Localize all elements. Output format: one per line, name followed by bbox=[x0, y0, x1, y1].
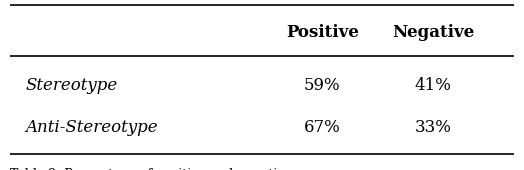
Text: 33%: 33% bbox=[414, 119, 452, 136]
Text: 67%: 67% bbox=[304, 119, 341, 136]
Text: 59%: 59% bbox=[304, 76, 341, 94]
Text: Stereotype: Stereotype bbox=[26, 76, 118, 94]
Text: Negative: Negative bbox=[392, 24, 474, 41]
Text: Anti-Stereotype: Anti-Stereotype bbox=[26, 119, 158, 136]
Text: Positive: Positive bbox=[286, 24, 359, 41]
Text: 41%: 41% bbox=[414, 76, 452, 94]
Text: Table 2: Percentage of positive and negative...: Table 2: Percentage of positive and nega… bbox=[10, 168, 304, 170]
